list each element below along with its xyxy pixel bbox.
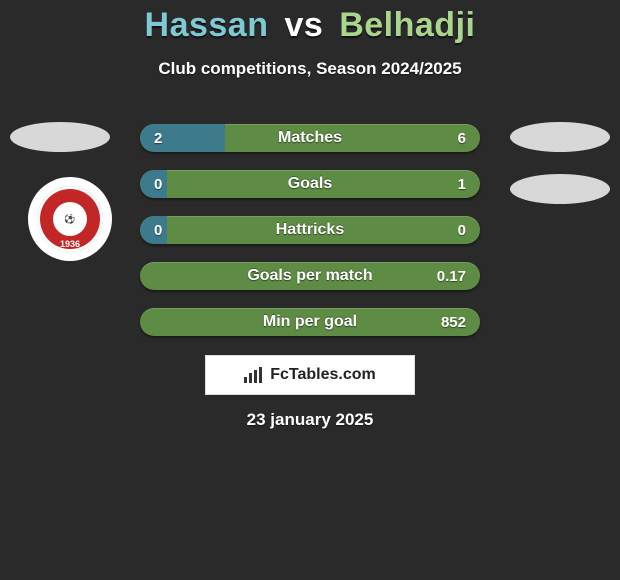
chart-icon xyxy=(244,367,264,383)
stat-right-value: 852 xyxy=(441,314,466,331)
player1-club-badge: ⚽ 1936 xyxy=(28,177,112,261)
player1-name: Hassan xyxy=(145,6,269,44)
badge-center-icon: ⚽ xyxy=(53,202,87,236)
date-text: 23 january 2025 xyxy=(0,410,620,430)
player1-avatar xyxy=(10,122,110,152)
page-title: Hassan vs Belhadji xyxy=(0,0,620,45)
stat-label: Goals per match xyxy=(140,267,480,285)
stat-bar: 0Hattricks0 xyxy=(140,216,480,244)
stat-right-value: 1 xyxy=(458,176,466,193)
stat-right-value: 0.17 xyxy=(437,268,466,285)
stat-right-value: 6 xyxy=(458,130,466,147)
subtitle: Club competitions, Season 2024/2025 xyxy=(0,59,620,79)
brand-text: FcTables.com xyxy=(270,366,376,384)
brand-box[interactable]: FcTables.com xyxy=(205,355,415,395)
stat-label: Goals xyxy=(140,175,480,193)
vs-text: vs xyxy=(284,6,323,44)
stat-right-value: 0 xyxy=(458,222,466,239)
stat-label: Hattricks xyxy=(140,221,480,239)
player2-avatar xyxy=(510,122,610,152)
stat-label: Matches xyxy=(140,129,480,147)
stat-label: Min per goal xyxy=(140,313,480,331)
stat-bar: Min per goal852 xyxy=(140,308,480,336)
stat-bar: 0Goals1 xyxy=(140,170,480,198)
badge-year: 1936 xyxy=(37,239,103,249)
stat-bar: 2Matches6 xyxy=(140,124,480,152)
stat-bar: Goals per match0.17 xyxy=(140,262,480,290)
player2-name: Belhadji xyxy=(339,6,475,44)
stats-bars: 2Matches60Goals10Hattricks0Goals per mat… xyxy=(140,124,480,354)
player2-club-avatar xyxy=(510,174,610,204)
